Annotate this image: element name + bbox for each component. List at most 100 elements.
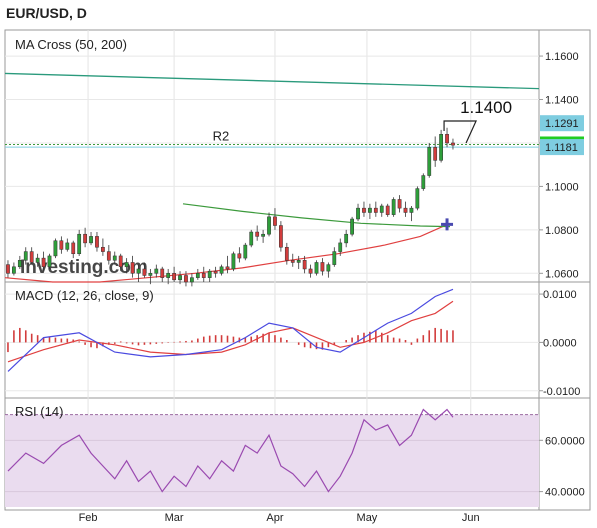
candle xyxy=(53,238,58,259)
candle xyxy=(201,266,206,282)
candle-body xyxy=(451,142,455,146)
y-tick-label: 1.1600 xyxy=(545,51,579,63)
candle xyxy=(77,229,82,256)
candle-body xyxy=(385,205,390,215)
candle-body xyxy=(77,233,82,255)
candle-body xyxy=(302,260,307,270)
candle-body xyxy=(35,257,40,263)
x-tick-label: May xyxy=(357,512,378,524)
candle-body xyxy=(136,268,141,274)
candle-body xyxy=(95,236,99,248)
candle xyxy=(106,245,111,265)
candle-body xyxy=(207,270,212,278)
candle-body xyxy=(308,268,313,274)
candle-body xyxy=(12,266,16,274)
candle-body xyxy=(130,262,135,274)
candle xyxy=(195,268,200,280)
candle-body xyxy=(409,207,414,213)
candle-body xyxy=(249,231,254,246)
candle xyxy=(249,229,254,248)
candle xyxy=(427,142,432,178)
candle xyxy=(385,203,390,217)
candle xyxy=(421,173,426,191)
candle xyxy=(172,266,176,282)
r2-label: R2 xyxy=(213,128,230,143)
candle-body xyxy=(201,273,206,278)
candle-body xyxy=(89,236,93,244)
candle-body xyxy=(421,175,426,189)
candle-body xyxy=(445,134,449,144)
candle xyxy=(415,186,420,211)
y-tick-label: 1.1400 xyxy=(545,95,579,107)
candle-body xyxy=(29,251,34,263)
candle-body xyxy=(148,273,153,276)
candle xyxy=(273,208,277,230)
candle xyxy=(124,258,129,274)
candle-body xyxy=(65,242,70,250)
candle-body xyxy=(338,242,343,252)
candle-body xyxy=(397,199,402,209)
macd-pane: 0.0100 0.0000 -0.0100 MACD (12, 26, close, … xyxy=(5,288,580,398)
candle xyxy=(350,216,354,237)
candle xyxy=(379,203,384,217)
candle-body xyxy=(344,233,349,244)
candle xyxy=(47,253,52,269)
candle-body xyxy=(433,147,438,161)
candle xyxy=(23,247,28,265)
y-tick-label: 1.0600 xyxy=(545,268,579,280)
candle-body xyxy=(53,240,58,257)
trendline xyxy=(4,72,540,90)
candle xyxy=(29,247,34,265)
candle xyxy=(89,232,93,246)
candle xyxy=(160,266,165,282)
x-tick-label: Apr xyxy=(266,512,283,524)
candle xyxy=(338,238,343,256)
y-tick-label: 1.1000 xyxy=(545,181,579,193)
y-tick-label: -0.0100 xyxy=(543,386,580,398)
candle-body xyxy=(350,218,354,235)
candle-body xyxy=(362,207,366,213)
candle xyxy=(207,268,212,282)
candle xyxy=(243,242,248,261)
candle-body xyxy=(231,253,236,270)
candle-body xyxy=(273,216,277,226)
candle-body xyxy=(71,242,76,255)
price-badge-label: 1.1181 xyxy=(545,142,578,154)
candle-body xyxy=(213,270,218,274)
x-tick-label: Mar xyxy=(165,512,184,524)
outer-border xyxy=(4,29,591,511)
candle-body xyxy=(190,277,194,283)
candle xyxy=(356,203,360,222)
candle xyxy=(373,201,378,217)
candle xyxy=(261,229,265,243)
candle xyxy=(17,255,22,269)
y-tick-label: 1.0800 xyxy=(545,225,579,237)
candle xyxy=(409,205,414,222)
candle xyxy=(35,253,40,267)
macd-signal-line xyxy=(7,300,454,363)
candle-body xyxy=(296,260,301,263)
price-badge xyxy=(540,115,584,132)
candle-body xyxy=(184,275,188,283)
candle xyxy=(148,268,153,285)
candle xyxy=(255,225,260,241)
candle-body xyxy=(47,255,52,268)
candle-body xyxy=(332,251,337,265)
macd-pane-label: MACD (12, 26, close, 9) xyxy=(15,288,154,303)
rsi-line xyxy=(7,408,454,493)
rsi-pane-label: RSI (14) xyxy=(15,404,63,419)
candle xyxy=(166,268,171,285)
candle xyxy=(95,232,99,252)
candle-body xyxy=(219,266,224,274)
candle-body xyxy=(41,257,46,268)
candle-body xyxy=(160,268,165,278)
candle-body xyxy=(255,231,260,237)
candle-body xyxy=(124,262,129,268)
candle-body xyxy=(314,262,319,274)
y-tick-label: 0.0000 xyxy=(543,337,577,349)
candle-body xyxy=(415,188,420,209)
candle xyxy=(368,203,372,219)
candle-body xyxy=(83,233,87,244)
